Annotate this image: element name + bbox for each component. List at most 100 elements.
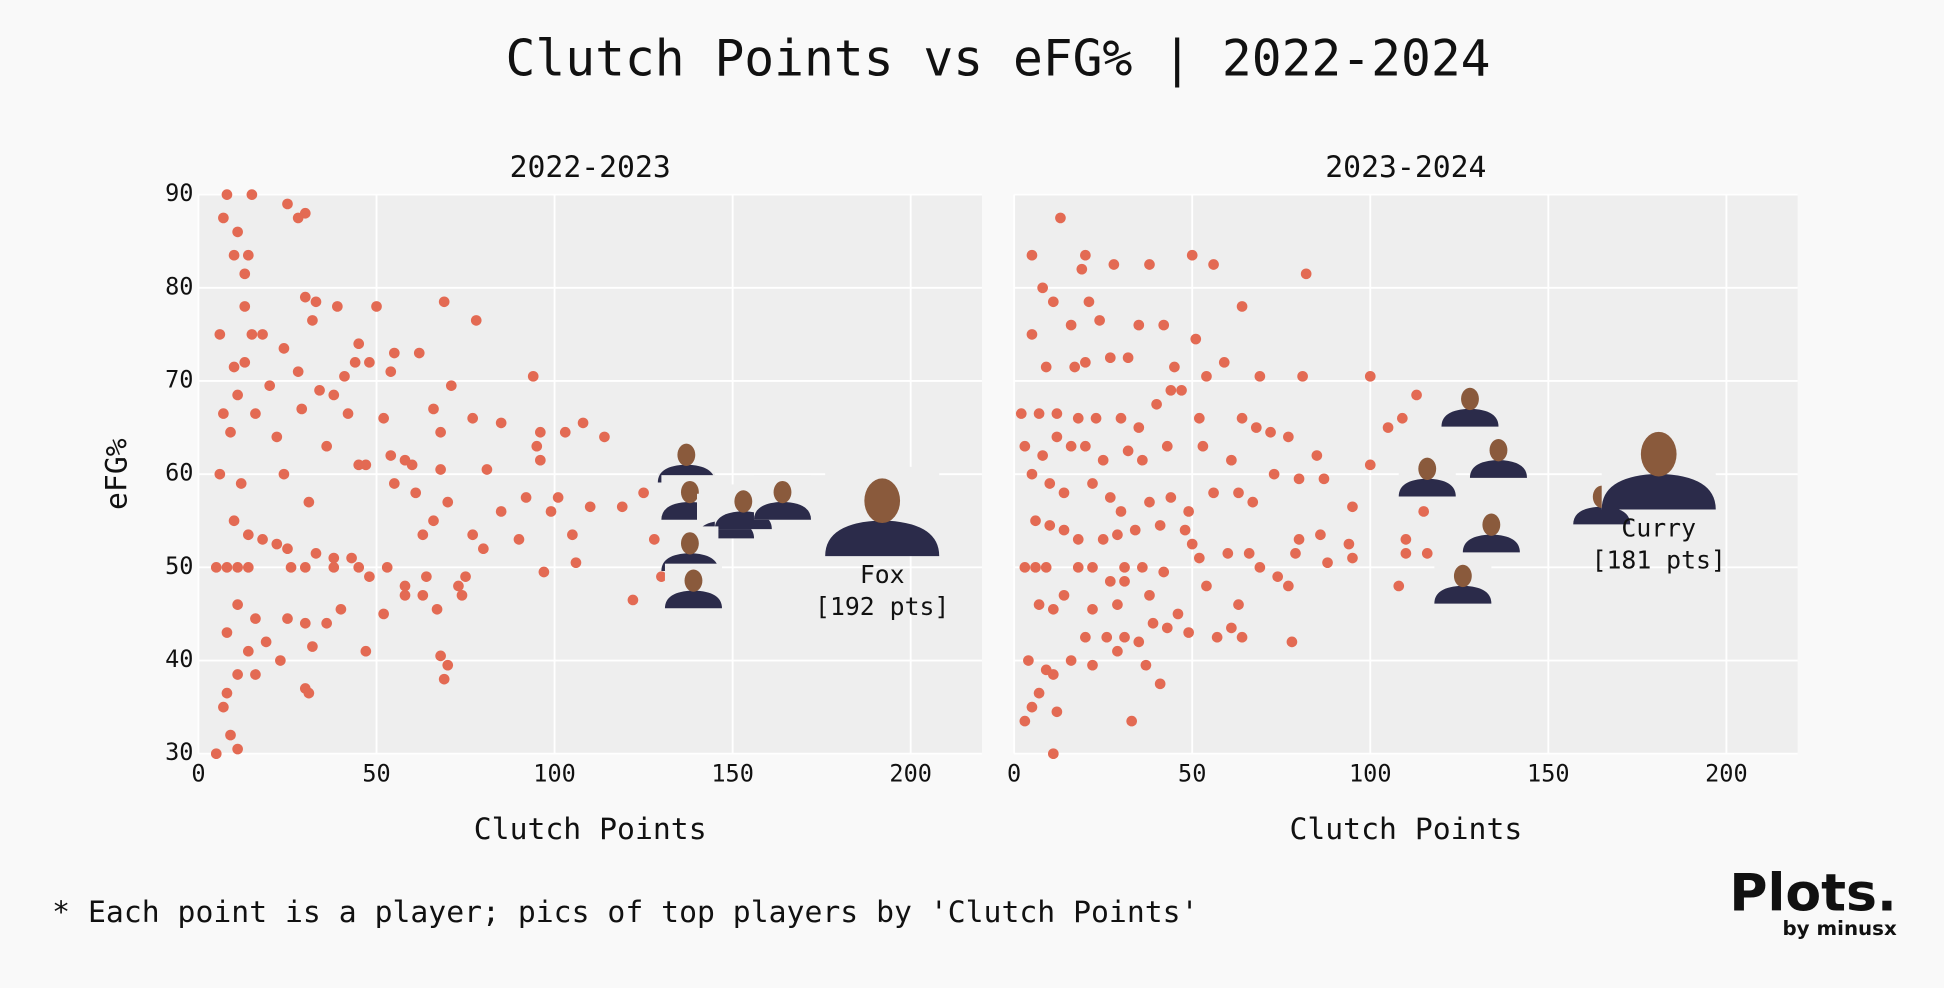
- data-point: [435, 650, 446, 662]
- data-point: [1233, 487, 1244, 499]
- x-tick-label: 100: [533, 759, 576, 787]
- data-point: [388, 347, 400, 359]
- data-point: [1183, 506, 1194, 517]
- data-point: [310, 548, 322, 559]
- x-axis-label: Clutch Points: [474, 812, 707, 847]
- data-point: [1076, 263, 1088, 275]
- data-point: [1293, 534, 1305, 545]
- data-point: [221, 627, 233, 638]
- data-point: [1119, 562, 1130, 573]
- data-point: [535, 454, 546, 466]
- data-point: [239, 301, 251, 312]
- data-point: [545, 506, 557, 517]
- data-point: [1393, 580, 1405, 592]
- data-point: [1047, 296, 1059, 308]
- data-point: [360, 645, 372, 657]
- data-point: [1226, 622, 1237, 634]
- data-point: [225, 426, 236, 438]
- data-point: [445, 380, 457, 391]
- player-photo-head: [734, 490, 753, 513]
- data-point: [1290, 548, 1301, 559]
- data-point: [1019, 715, 1031, 727]
- data-point: [1137, 562, 1148, 573]
- data-point: [410, 487, 422, 499]
- data-point: [364, 357, 375, 368]
- data-point: [520, 492, 532, 503]
- data-point: [292, 366, 304, 377]
- data-point: [1144, 259, 1155, 270]
- data-point: [1218, 357, 1230, 368]
- player-photo-body: [753, 501, 812, 520]
- data-point: [1236, 412, 1248, 424]
- data-point: [399, 580, 411, 592]
- data-point: [1023, 655, 1034, 666]
- data-point: [1364, 370, 1376, 382]
- data-point: [275, 655, 286, 666]
- x-tick-label: 50: [362, 759, 390, 787]
- data-point: [1072, 562, 1084, 573]
- y-tick-label: 70: [165, 365, 193, 393]
- data-point: [1112, 529, 1123, 541]
- data-point: [656, 571, 667, 582]
- data-point: [1019, 562, 1031, 573]
- data-point: [228, 249, 240, 261]
- data-point: [214, 468, 226, 480]
- data-point: [296, 403, 308, 415]
- data-point: [1097, 454, 1109, 466]
- data-point: [1033, 408, 1045, 419]
- data-point: [1311, 450, 1323, 461]
- data-point: [1286, 636, 1298, 648]
- data-point: [1400, 534, 1412, 545]
- data-point: [299, 291, 311, 303]
- data-point: [421, 571, 432, 582]
- player-photo-head: [773, 480, 792, 504]
- data-point: [314, 384, 325, 396]
- data-point: [1418, 506, 1430, 517]
- data-point: [321, 440, 332, 452]
- data-point: [438, 296, 450, 308]
- data-point: [232, 599, 243, 610]
- data-point: [250, 408, 261, 419]
- data-point: [638, 487, 649, 499]
- data-point: [1208, 259, 1219, 270]
- data-point: [1080, 249, 1091, 261]
- data-point: [292, 212, 304, 224]
- data-point: [1129, 524, 1141, 536]
- player-label: Curry: [1621, 513, 1696, 542]
- data-point: [321, 617, 332, 629]
- player-photo-head: [684, 569, 703, 592]
- data-point: [232, 226, 243, 238]
- data-point: [271, 538, 283, 550]
- data-point: [1069, 361, 1081, 373]
- data-point: [1126, 715, 1137, 727]
- data-point: [467, 529, 479, 541]
- data-point: [285, 562, 297, 573]
- data-point: [385, 366, 397, 377]
- data-point: [353, 338, 365, 350]
- data-point: [399, 589, 411, 601]
- data-point: [278, 468, 290, 480]
- x-tick-label: 0: [1007, 759, 1021, 787]
- data-point: [218, 212, 229, 224]
- data-point: [1201, 580, 1212, 592]
- data-point: [303, 496, 315, 508]
- data-point: [242, 529, 254, 541]
- data-point: [1087, 659, 1098, 671]
- data-point: [1265, 426, 1276, 438]
- data-point: [1047, 748, 1059, 760]
- data-point: [413, 347, 425, 359]
- player-photo-head: [1418, 457, 1437, 480]
- data-point: [1186, 249, 1198, 261]
- data-point: [1382, 422, 1394, 433]
- player-photo-head: [1482, 513, 1501, 536]
- data-point: [1222, 548, 1234, 559]
- data-point: [438, 673, 450, 685]
- data-point: [1051, 408, 1063, 419]
- data-point: [1226, 454, 1237, 466]
- data-point: [1065, 655, 1077, 666]
- data-point: [1144, 589, 1155, 601]
- data-point: [1411, 389, 1422, 401]
- player-photo-body: [1462, 534, 1520, 553]
- data-point: [1250, 422, 1262, 433]
